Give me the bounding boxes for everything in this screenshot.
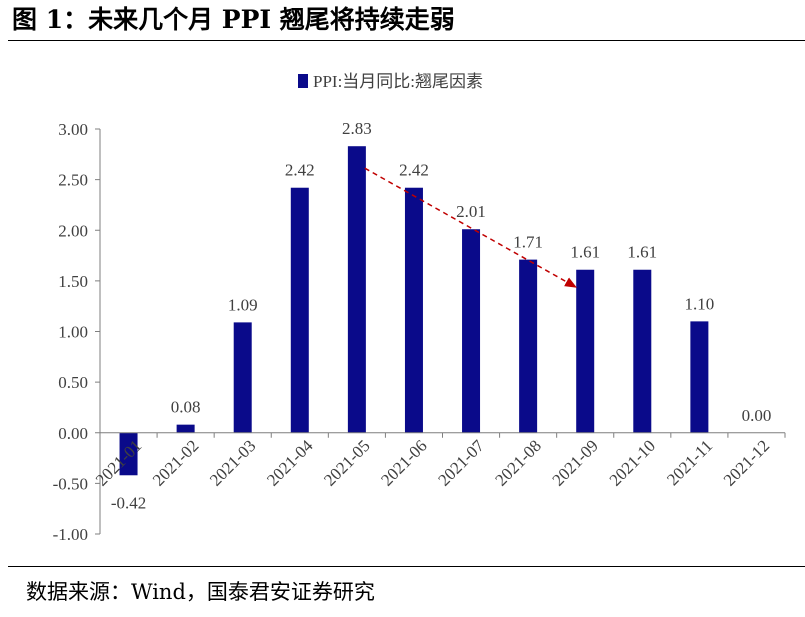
trend-annotation (364, 167, 577, 288)
y-axis: 3.00 2.50 2.00 1.50 1.00 0.50 0.00 -0.50 -1.00 (53, 120, 101, 544)
source-divider (8, 566, 805, 567)
y-tick-label: 2.50 (58, 171, 88, 190)
legend-label: PPI:当月同比:翘尾因素 (313, 72, 483, 91)
bar (347, 146, 366, 433)
x-tick-label: 2021-06 (377, 436, 431, 490)
bar (290, 187, 309, 433)
bar (633, 269, 652, 433)
data-label: 2.83 (342, 119, 372, 138)
data-label: 1.10 (685, 294, 715, 313)
y-tick-label: 0.00 (58, 424, 88, 443)
x-tick-label: 2021-12 (720, 436, 774, 490)
data-label: 2.42 (285, 161, 315, 180)
figure-title: 图 1：未来几个月 PPI 翘尾将持续走弱 (12, 5, 455, 34)
y-tick-label: 3.00 (58, 120, 88, 139)
chart-legend: PPI:当月同比:翘尾因素 (298, 72, 483, 91)
y-tick-label: 1.00 (58, 323, 88, 342)
bar (404, 187, 423, 433)
data-label: 0.08 (171, 398, 201, 417)
data-label: -0.42 (111, 493, 146, 512)
x-tick-label: 2021-05 (320, 436, 374, 490)
bar-chart: PPI:当月同比:翘尾因素 3.00 2.50 2.00 1.50 1.00 0.50 0.… (53, 72, 786, 544)
bar (690, 321, 709, 433)
data-label: 1.61 (570, 243, 600, 262)
bar-series (119, 146, 709, 476)
trend-arrow (364, 167, 577, 288)
x-tick-label: 2021-04 (263, 436, 317, 490)
x-tick-label: 2021-08 (491, 436, 545, 490)
data-label: 2.42 (399, 161, 429, 180)
x-tick-label: 2021-02 (149, 436, 203, 490)
bar (176, 424, 195, 433)
x-tick-label: 2021-07 (434, 436, 488, 490)
bar (119, 432, 138, 476)
x-tick-label: 2021-10 (606, 436, 660, 490)
legend-swatch (298, 74, 308, 88)
data-label: 1.61 (627, 243, 657, 262)
bar (233, 322, 252, 433)
x-tick-label: 2021-03 (206, 436, 260, 490)
bar (519, 259, 538, 433)
title-divider (8, 40, 805, 41)
data-label: 1.71 (513, 233, 543, 252)
y-tick-label: 0.50 (58, 373, 88, 392)
data-label: 2.01 (456, 202, 486, 221)
source-note: 数据来源：Wind，国泰君安证券研究 (26, 580, 375, 604)
x-tick-label: 2021-11 (663, 436, 716, 489)
x-tick-label: 2021-09 (549, 436, 603, 490)
data-label: 1.09 (228, 295, 258, 314)
y-tick-label: 2.00 (58, 221, 88, 240)
x-axis: 2021-01 2021-02 2021-03 2021-04 2021-05 2021-… (92, 432, 786, 490)
y-tick-label: 1.50 (58, 272, 88, 291)
data-label: 0.00 (742, 406, 772, 425)
y-tick-label: -1.00 (53, 525, 88, 544)
bar (576, 269, 595, 433)
data-labels: -0.42 0.08 1.09 2.42 2.83 2.42 2.01 1.71 1.61 1.6… (111, 119, 772, 512)
y-tick-label: -0.50 (53, 474, 88, 493)
bar (462, 229, 481, 433)
